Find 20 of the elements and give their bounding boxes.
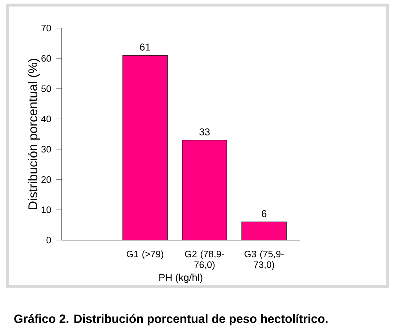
bar (182, 140, 228, 240)
y-tick-label: 60 (42, 55, 52, 62)
data-label: 33 (200, 128, 210, 136)
text: Gráfico 2. Distribución porcentual de peso hectolítrico. (14, 314, 328, 326)
x-tick-label: G2 (78,9-76,0) (185, 250, 224, 270)
y-tick-label: 70 (42, 25, 52, 32)
bar (242, 222, 287, 240)
data-label: 6 (262, 210, 267, 218)
x-tick-label: G1 (>79) (126, 250, 164, 260)
y-tick-label: 50 (42, 86, 52, 92)
y-tick-label: 0 (46, 237, 52, 244)
y-axis-title: Distribución porcentual (%) (28, 59, 40, 210)
bar (122, 55, 168, 240)
data-label: 61 (140, 44, 150, 51)
y-tick-label: 30 (42, 146, 52, 153)
y-tick-label: 10 (42, 206, 52, 214)
y-tick-label: 20 (42, 176, 52, 184)
x-axis-title: PH (kg/hl) (160, 274, 203, 284)
y-tick-label: 40 (41, 116, 52, 122)
x-tick-label: G3 (75,9-73,0) (244, 250, 284, 270)
